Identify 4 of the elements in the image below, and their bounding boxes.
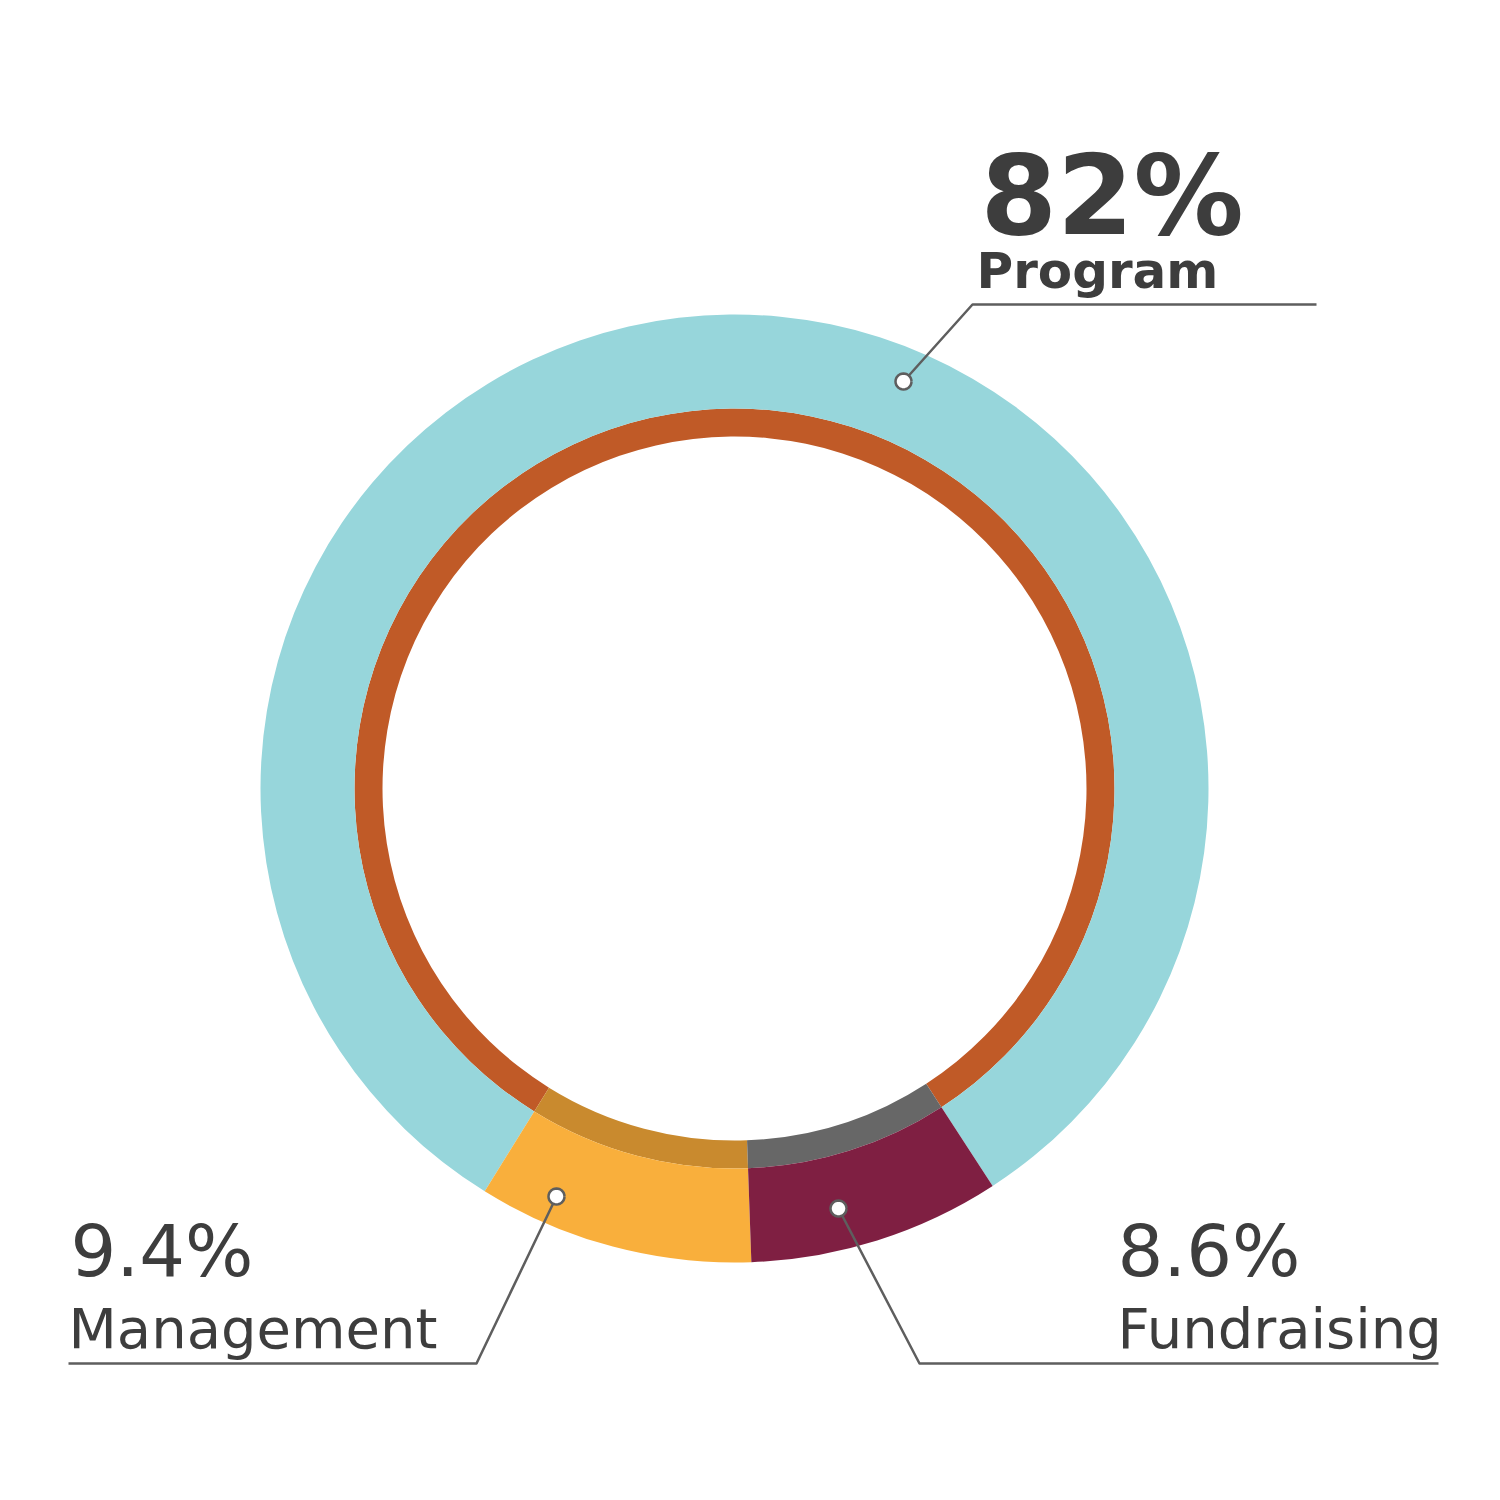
- slice-label: Management: [68, 1296, 438, 1361]
- data-label: 9.4%: [70, 1208, 254, 1293]
- slice-label: Fundraising: [1117, 1296, 1442, 1361]
- data-label: 8.6%: [1117, 1208, 1301, 1293]
